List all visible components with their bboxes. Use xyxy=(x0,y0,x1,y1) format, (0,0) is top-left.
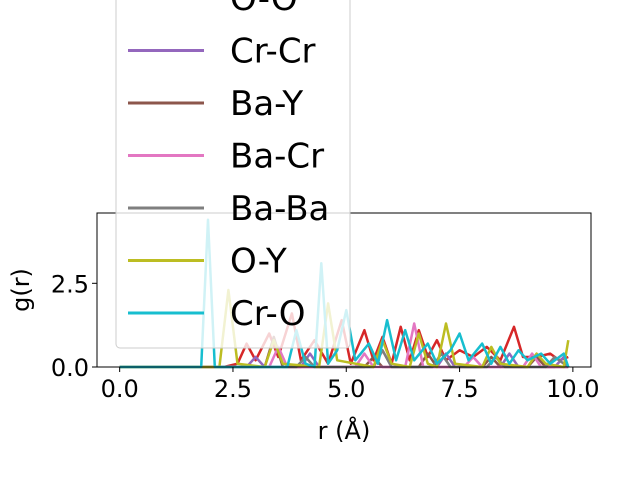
x-tick-label: 2.5 xyxy=(214,375,252,403)
legend-label-4: Ba-Ba xyxy=(230,189,329,229)
legend-label-2: Ba-Y xyxy=(230,84,303,124)
x-tick-label: 0.0 xyxy=(101,375,139,403)
legend-label-6: Cr-O xyxy=(230,294,306,334)
x-axis-ticks: 0.0 2.5 5.0 7.5 10.0 xyxy=(101,367,600,403)
y-tick-label: 2.5 xyxy=(51,270,89,298)
y-axis-label: g(r) xyxy=(7,268,35,312)
x-tick-label: 7.5 xyxy=(440,375,478,403)
legend: O-O Cr-Cr Ba-Y Ba-Cr Ba-Ba O-Y Cr-O xyxy=(115,0,351,349)
legend-label-0: O-O xyxy=(230,0,298,19)
y-axis-ticks: 0.0 2.5 xyxy=(51,270,97,382)
legend-label-3: Ba-Cr xyxy=(230,137,324,177)
x-tick-label: 10.0 xyxy=(546,375,599,403)
legend-label-1: Cr-Cr xyxy=(230,32,316,72)
x-axis-label: r (Å) xyxy=(318,416,371,445)
series-line-3 xyxy=(119,322,569,369)
y-tick-label: 0.0 xyxy=(51,354,89,382)
legend-label-5: O-Y xyxy=(230,242,287,282)
x-tick-label: 5.0 xyxy=(327,375,365,403)
legend-items: O-O Cr-Cr Ba-Y Ba-Cr Ba-Ba O-Y Cr-O xyxy=(128,0,329,334)
